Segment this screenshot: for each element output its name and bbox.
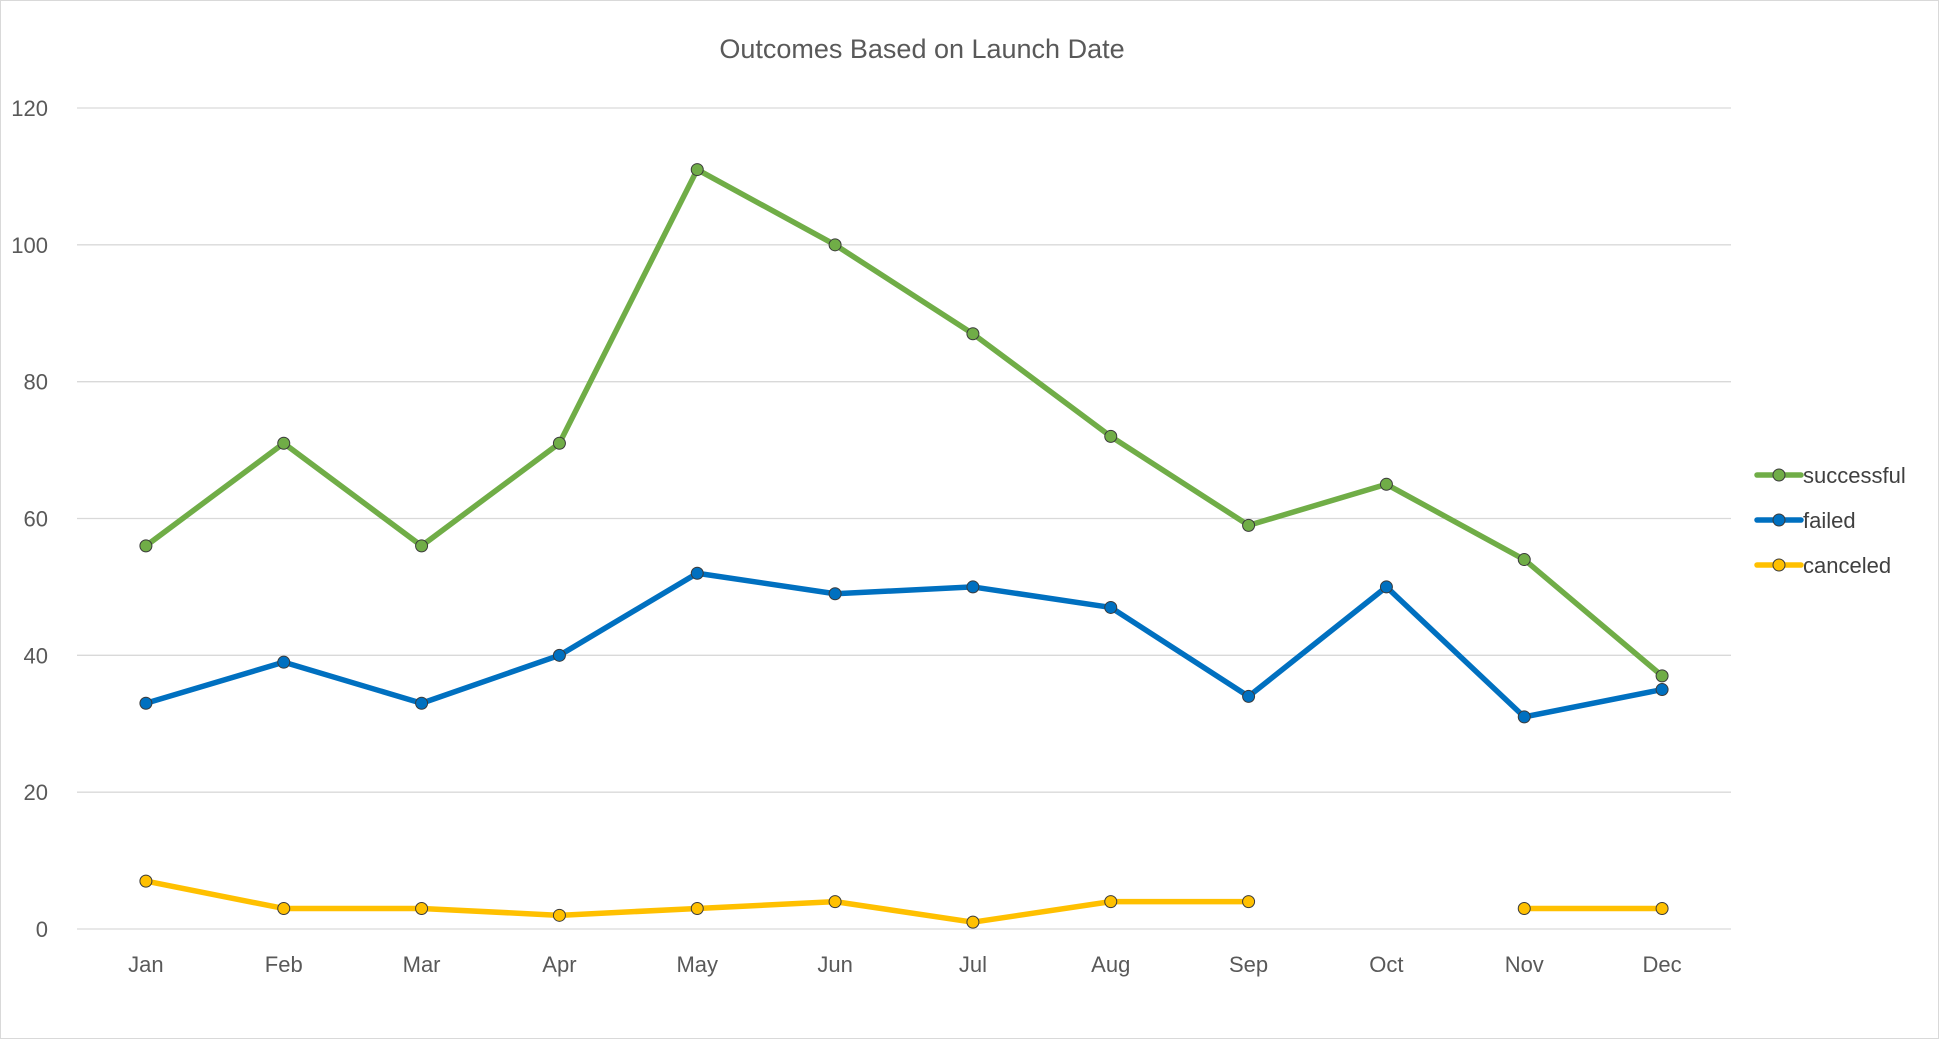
data-point-successful: [1517, 553, 1531, 567]
x-tick-label: Sep: [1229, 952, 1268, 977]
data-point-failed: [1379, 580, 1393, 594]
data-point-failed: [1104, 600, 1118, 614]
data-point-successful: [1104, 429, 1118, 443]
data-point-canceled: [277, 901, 291, 915]
data-point-successful: [1379, 477, 1393, 491]
x-tick-label: Apr: [542, 952, 576, 977]
x-tick-label: Nov: [1505, 952, 1544, 977]
series-canceled: [139, 874, 1669, 929]
legend-label-successful: successful: [1803, 463, 1906, 488]
data-point-failed: [1242, 689, 1256, 703]
x-tick-label: May: [676, 952, 718, 977]
data-point-canceled: [1104, 895, 1118, 909]
data-point-failed: [277, 655, 291, 669]
legend: successful failed canceled: [1754, 463, 1906, 578]
data-point-canceled: [690, 901, 704, 915]
data-point-successful: [552, 436, 566, 450]
y-tick-label: 60: [24, 507, 48, 532]
x-tick-label: Feb: [265, 952, 303, 977]
data-point-failed: [1517, 710, 1531, 724]
y-tick-label: 40: [24, 643, 48, 668]
data-point-canceled: [415, 901, 429, 915]
data-point-canceled: [1655, 901, 1669, 915]
legend-marker-successful: [1772, 468, 1786, 482]
gridlines: [77, 107, 1731, 930]
data-point-successful: [139, 539, 153, 553]
legend-marker-failed: [1772, 513, 1786, 527]
data-point-failed: [966, 580, 980, 594]
data-point-failed: [1655, 683, 1669, 697]
y-tick-label: 0: [36, 917, 48, 942]
chart-title: Outcomes Based on Launch Date: [719, 34, 1124, 64]
y-tick-label: 80: [24, 370, 48, 395]
series-line-failed: [143, 570, 1665, 720]
x-tick-label: Jan: [128, 952, 163, 977]
data-point-successful: [1655, 669, 1669, 683]
legend-label-canceled: canceled: [1803, 553, 1891, 578]
x-tick-label: Aug: [1091, 952, 1130, 977]
legend-marker-canceled: [1772, 558, 1786, 572]
y-tick-label: 120: [11, 96, 48, 121]
data-point-canceled: [552, 908, 566, 922]
data-point-canceled: [1242, 895, 1256, 909]
data-point-successful: [828, 238, 842, 252]
x-axis: Jan Feb Mar Apr May Jun Jul Aug Sep Oct Nov Dec: [128, 952, 1681, 977]
x-tick-label: Jun: [817, 952, 852, 977]
x-tick-label: Jul: [959, 952, 987, 977]
data-point-failed: [139, 696, 153, 710]
data-point-successful: [277, 436, 291, 450]
series-line-canceled: [143, 878, 1252, 925]
x-tick-label: Dec: [1643, 952, 1682, 977]
data-point-canceled: [1517, 901, 1531, 915]
series-line-successful: [143, 166, 1665, 679]
data-point-successful: [690, 163, 704, 177]
data-point-successful: [415, 539, 429, 553]
x-tick-label: Oct: [1369, 952, 1403, 977]
legend-label-failed: failed: [1803, 508, 1856, 533]
data-point-successful: [966, 327, 980, 341]
y-tick-label: 100: [11, 233, 48, 258]
data-point-canceled: [966, 915, 980, 929]
y-tick-label: 20: [24, 780, 48, 805]
y-axis: 0 20 40 60 80 100 120: [11, 96, 48, 942]
data-point-successful: [1242, 518, 1256, 532]
series-successful: [139, 163, 1669, 683]
data-point-failed: [690, 566, 704, 580]
data-point-failed: [552, 648, 566, 662]
data-point-canceled: [139, 874, 153, 888]
series-group: [139, 163, 1669, 929]
x-tick-label: Mar: [403, 952, 441, 977]
data-point-failed: [828, 587, 842, 601]
data-point-failed: [415, 696, 429, 710]
series-failed: [139, 566, 1669, 724]
data-point-canceled: [828, 895, 842, 909]
